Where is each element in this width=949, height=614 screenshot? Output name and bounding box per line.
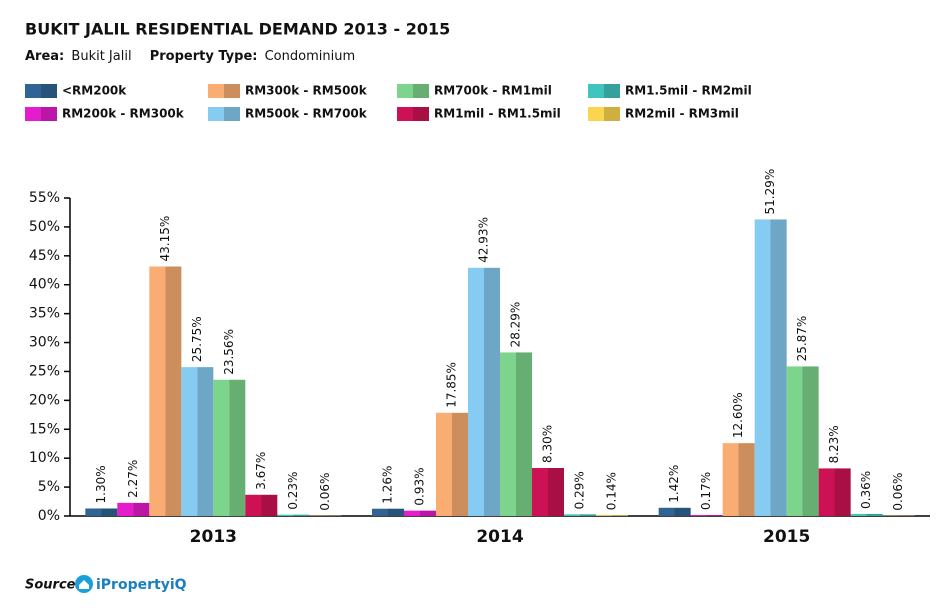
bar (277, 514, 310, 516)
value-label: 25.75% (190, 316, 204, 362)
source: iPropertyiQ (96, 577, 187, 593)
source-label: Source: (25, 578, 81, 593)
bar (372, 508, 404, 516)
y-tick-label: 40% (29, 277, 60, 293)
value-label: 12.60% (731, 392, 745, 438)
value-label: 8.23% (827, 425, 841, 463)
y-tick-label: 30% (29, 335, 60, 351)
y-tick-label: 15% (29, 421, 60, 437)
legend-swatch (397, 107, 429, 121)
x-tick-label: 2013 (190, 527, 237, 547)
value-label: 8.30% (541, 425, 555, 463)
property-type: Condominium (265, 49, 356, 64)
subtitle: Area: Bukit Jalil Property Type: Condomi… (25, 49, 355, 64)
value-label: 51.29% (763, 169, 777, 215)
area-label: Area: (25, 49, 64, 64)
y-tick-label: 10% (29, 450, 60, 466)
x-tick-label: 2015 (763, 527, 810, 547)
y-tick-label: 45% (29, 248, 60, 264)
y-tick-label: 20% (29, 392, 60, 408)
legend-swatch (588, 84, 620, 98)
y-tick-label: 50% (29, 219, 60, 235)
bar (213, 379, 246, 516)
property-type-label: Property Type: (150, 49, 258, 64)
bar (564, 514, 596, 516)
bar (436, 412, 468, 516)
source-logo-icon (75, 575, 93, 593)
value-label: 0.29% (573, 471, 587, 509)
value-label: 1.26% (381, 466, 395, 504)
value-label: 0.06% (891, 473, 905, 511)
value-label: 1.30% (94, 465, 108, 503)
bar (117, 502, 150, 516)
value-label: 25.87% (795, 316, 809, 362)
value-label: 1.42% (667, 465, 681, 503)
y-tick-label: 35% (29, 306, 60, 322)
value-label: 17.85% (445, 362, 459, 408)
legend-swatch (208, 84, 240, 98)
bar (786, 366, 819, 516)
legend-label: RM300k - RM500k (245, 84, 368, 98)
legend-label: RM200k - RM300k (62, 107, 185, 121)
value-label: 0.23% (286, 472, 300, 510)
value-label: 0.06% (318, 473, 332, 511)
bar (149, 266, 182, 516)
bar (754, 219, 787, 516)
value-label: 2.27% (126, 460, 140, 498)
legend-swatch (397, 84, 429, 98)
y-tick-label: 0% (38, 508, 60, 524)
y-tick-label: 25% (29, 363, 60, 379)
value-label: 43.15% (158, 216, 172, 262)
legend-label: RM1mil - RM1.5mil (434, 107, 561, 121)
value-label: 0.14% (605, 472, 619, 510)
y-tick-label: 5% (38, 479, 60, 495)
legend-swatch (208, 107, 240, 121)
legend-swatch (25, 84, 57, 98)
legend-label: RM700k - RM1mil (434, 84, 552, 98)
value-label: 42.93% (477, 217, 491, 263)
value-label: 23.56% (222, 329, 236, 375)
bar (596, 515, 628, 516)
legend-swatch (588, 107, 620, 121)
bar (500, 352, 532, 516)
bar (85, 508, 118, 516)
legend-swatch (25, 107, 57, 121)
bar (658, 507, 691, 516)
bar (468, 267, 500, 516)
x-tick-label: 2014 (476, 527, 523, 547)
legend-label: RM500k - RM700k (245, 107, 368, 121)
value-label: 0.93% (413, 467, 427, 505)
bar (690, 515, 723, 516)
area: Bukit Jalil (71, 49, 131, 64)
bar (818, 468, 851, 516)
value-label: 3.67% (254, 452, 268, 490)
value-label: 0.36% (859, 471, 873, 509)
bar (404, 510, 436, 516)
y-tick-label: 55% (29, 190, 60, 206)
bar (532, 468, 564, 516)
bar (722, 443, 755, 516)
legend-label: RM2mil - RM3mil (625, 107, 739, 121)
bar (181, 367, 214, 516)
legend-label: RM1.5mil - RM2mil (625, 84, 752, 98)
bar (850, 513, 883, 516)
chart-title: BUKIT JALIL RESIDENTIAL DEMAND 2013 - 20… (25, 20, 450, 39)
value-label: 0.17% (699, 472, 713, 510)
bar (245, 494, 278, 516)
value-label: 28.29% (509, 302, 523, 348)
legend-label: <RM200k (62, 84, 127, 98)
